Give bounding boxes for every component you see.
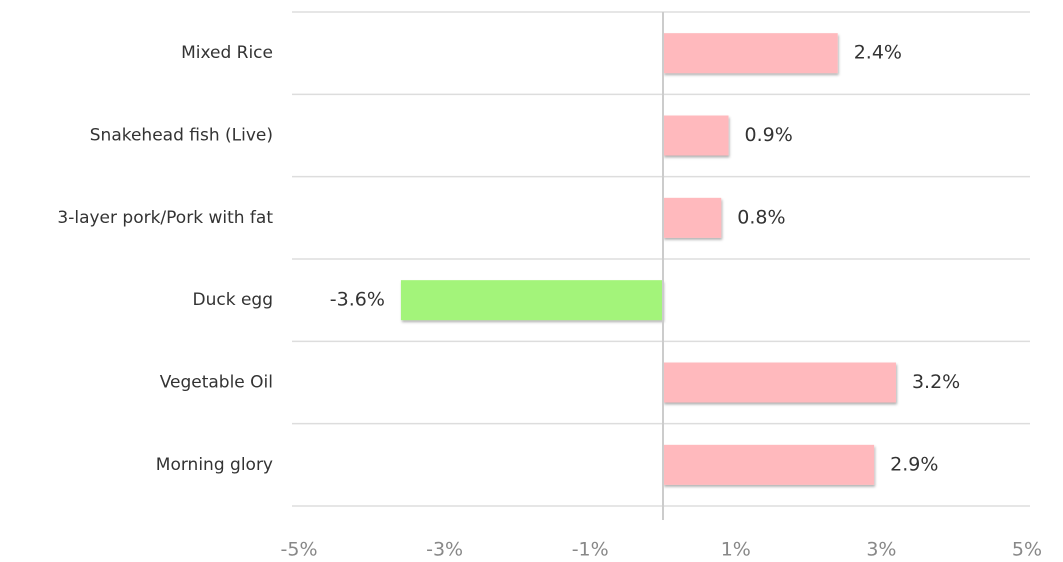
bar bbox=[663, 362, 896, 403]
x-tick-label: 5% bbox=[1012, 539, 1042, 561]
x-tick-label: -3% bbox=[426, 539, 463, 561]
x-tick-label: 1% bbox=[721, 539, 751, 561]
data-label: -3.6% bbox=[330, 289, 385, 311]
y-tick-label: Mixed Rice bbox=[181, 43, 273, 63]
y-tick-label: Snakehead fish (Live) bbox=[90, 126, 273, 146]
x-tick-label: 3% bbox=[866, 539, 896, 561]
bar bbox=[663, 444, 875, 485]
data-label: 0.8% bbox=[737, 206, 785, 228]
data-label: 3.2% bbox=[912, 371, 960, 393]
bar bbox=[663, 197, 722, 238]
data-label: 0.9% bbox=[745, 124, 793, 146]
x-tick-label: -5% bbox=[281, 539, 318, 561]
bar bbox=[663, 115, 729, 156]
x-tick-label: -1% bbox=[572, 539, 609, 561]
data-label: 2.4% bbox=[854, 42, 902, 64]
y-tick-label: Vegetable Oil bbox=[160, 373, 273, 393]
y-tick-label: Morning glory bbox=[156, 455, 273, 475]
y-tick-label: 3-layer pork/Pork with fat bbox=[57, 208, 273, 228]
bar bbox=[663, 33, 838, 74]
bar bbox=[400, 280, 663, 321]
y-tick-label: Duck egg bbox=[192, 290, 273, 310]
data-label: 2.9% bbox=[890, 453, 938, 475]
